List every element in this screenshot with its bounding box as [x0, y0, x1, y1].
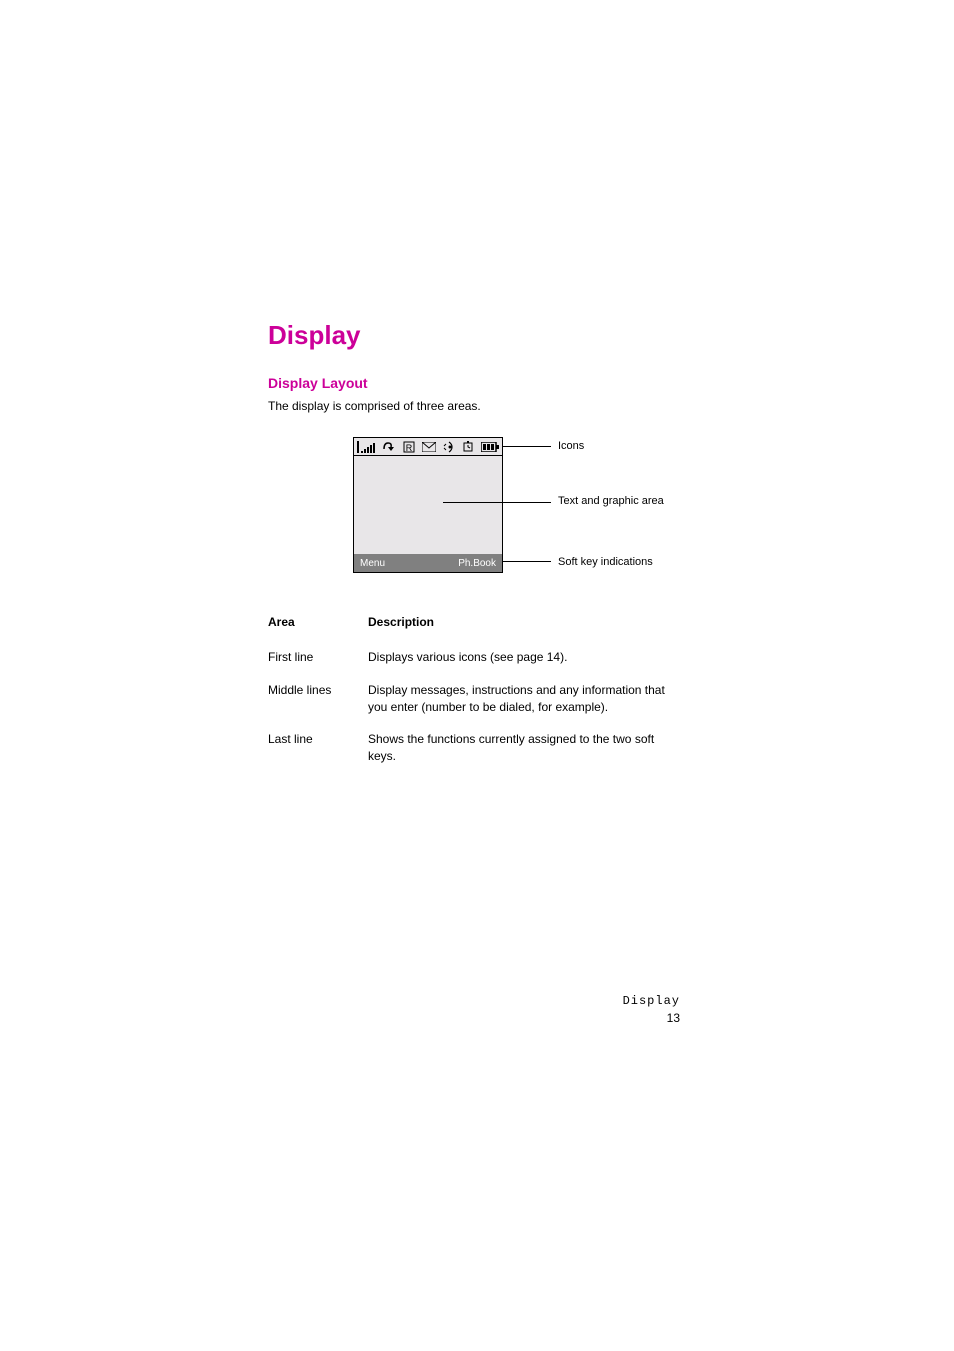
- footer-page-number: 13: [0, 1010, 680, 1027]
- text-graphic-area: [354, 456, 502, 554]
- table-cell-desc: Display messages, instructions and any i…: [368, 674, 688, 724]
- message-icon: [422, 442, 436, 452]
- table-header-area: Area: [268, 609, 368, 641]
- table-row: Middle lines Display messages, instructi…: [268, 674, 688, 724]
- callout-line: [503, 446, 551, 447]
- display-diagram: R: [353, 437, 680, 573]
- area-description-table: Area Description First line Displays var…: [268, 609, 688, 773]
- roaming-icon: R: [403, 441, 415, 453]
- battery-icon: [481, 442, 499, 452]
- callout-line: [503, 561, 551, 562]
- table-cell-desc: Shows the functions currently assigned t…: [368, 723, 688, 773]
- intro-text: The display is comprised of three areas.: [268, 399, 680, 413]
- signal-icon: [357, 441, 375, 453]
- table-cell-area: Middle lines: [268, 674, 368, 724]
- phone-screen: R: [353, 437, 503, 573]
- table-header-desc: Description: [368, 609, 688, 641]
- callout-line: [443, 502, 551, 503]
- table-cell-area: First line: [268, 641, 368, 674]
- table-row: First line Displays various icons (see p…: [268, 641, 688, 674]
- footer-label: Display: [0, 993, 680, 1010]
- softkey-left-label: Menu: [360, 558, 385, 569]
- icon-bar: R: [354, 438, 502, 456]
- softkey-right-label: Ph.Book: [458, 558, 496, 569]
- softkey-bar: Menu Ph.Book: [354, 554, 502, 572]
- page-title: Display: [268, 320, 680, 351]
- table-row: Last line Shows the functions currently …: [268, 723, 688, 773]
- vibrate-icon: [443, 441, 455, 453]
- section-subtitle: Display Layout: [268, 375, 680, 391]
- callout-text-label: Text and graphic area: [558, 494, 664, 508]
- page-footer: Display 13: [0, 993, 680, 1027]
- call-forward-icon: [382, 441, 396, 453]
- callout-icons-label: Icons: [558, 439, 584, 453]
- alarm-icon: [462, 441, 474, 453]
- table-cell-desc: Displays various icons (see page 14).: [368, 641, 688, 674]
- svg-text:R: R: [406, 443, 413, 453]
- callout-softkey-label: Soft key indications: [558, 555, 653, 569]
- table-cell-area: Last line: [268, 723, 368, 773]
